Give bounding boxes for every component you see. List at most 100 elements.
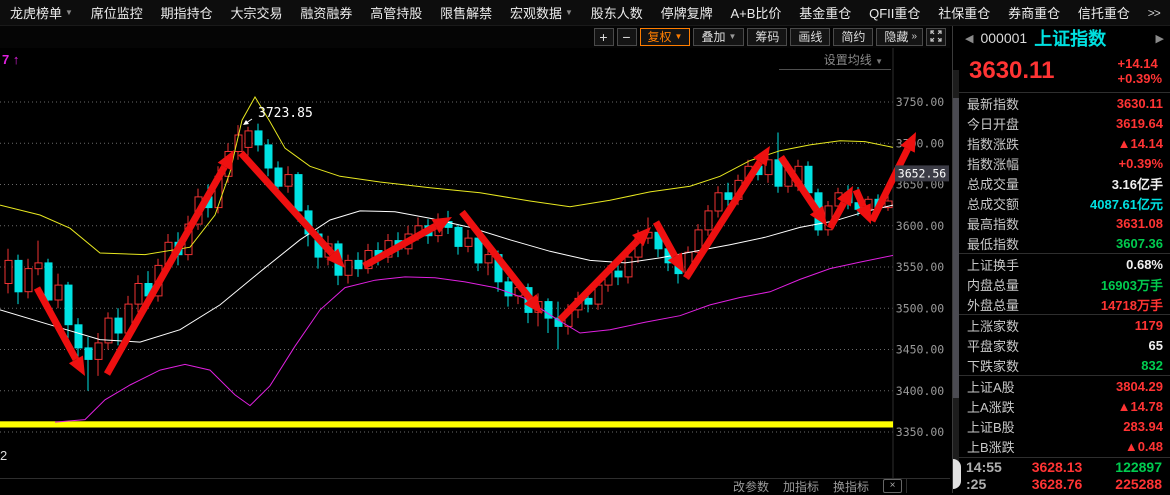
indicator-bottom-bar: 改参数 加指标 换指标 × <box>0 478 950 494</box>
quote-panel: ◀ 000001 上证指数 ▶ 3630.11 +14.14 +0.39% 最新… <box>952 26 1170 493</box>
toolbar-button-draw-line[interactable]: 画线 <box>790 28 831 46</box>
quote-row-value: 1179 <box>1134 317 1163 333</box>
toolbar-button-label: + <box>599 29 608 45</box>
menu-item-8[interactable]: 宏观数据 ▼ <box>510 3 573 22</box>
menu-item-5[interactable]: 融资融券 <box>300 3 352 22</box>
tick-volume: 225288 <box>1115 475 1162 492</box>
menu-item-15[interactable]: 券商重仓 <box>1008 3 1060 22</box>
toolbar-button-label: 简约 <box>841 30 866 44</box>
ma-settings-dropdown[interactable]: 设置均线 ▼ <box>779 50 891 70</box>
svg-text:3450.00: 3450.00 <box>896 343 945 357</box>
quote-row-value: 16903万手 <box>1100 277 1163 293</box>
svg-text:3350.00: 3350.00 <box>896 425 945 439</box>
candlestick-chart-canvas[interactable]: 3750.003700.003650.003600.003550.003500.… <box>0 0 950 493</box>
quote-row-value: 3630.11 <box>1116 95 1163 111</box>
menu-overflow-button[interactable]: >> <box>1147 5 1161 20</box>
menu-item-label: 大宗交易 <box>230 6 283 21</box>
high-price-annotation: 3723.85 <box>243 106 313 125</box>
prev-stock-arrow[interactable]: ◀ <box>965 32 974 45</box>
next-stock-arrow[interactable]: ▶ <box>1155 32 1164 45</box>
menu-item-11[interactable]: A+B比价 <box>730 3 781 22</box>
quote-row-value: ▲14.14 <box>1117 135 1163 151</box>
menu-item-2[interactable]: 席位监控 <box>91 3 143 22</box>
menu-item-label: 信托重仓 <box>1077 6 1130 21</box>
menu-item-label: 高管持股 <box>370 6 423 21</box>
quote-row-5: 总成交量 3.16亿手 <box>953 173 1170 193</box>
toolbar-button-zoom-in[interactable]: + <box>593 28 614 46</box>
tick-time: 14:55 <box>966 458 1002 475</box>
panel-scrollbar[interactable] <box>953 70 959 484</box>
quote-row-6: 总成交额 4087.61亿元 <box>953 193 1170 213</box>
trend-arrows-layer[interactable] <box>33 132 916 376</box>
menu-item-6[interactable]: 高管持股 <box>370 3 422 22</box>
menu-item-label: 宏观数据 <box>509 6 562 21</box>
svg-text:3500.00: 3500.00 <box>896 301 945 315</box>
quote-row-3: 指数涨跌 ▲14.14 <box>953 133 1170 153</box>
chevron-down-icon: ▼ <box>674 32 683 41</box>
svg-text:3400.00: 3400.00 <box>896 384 945 398</box>
ma-settings-label: 设置均线 <box>823 53 872 67</box>
menu-item-label: 股东人数 <box>590 6 643 21</box>
bottom-bar-change-params[interactable]: 改参数 <box>732 479 769 494</box>
menu-item-label: 席位监控 <box>90 6 143 21</box>
bottom-bar-add-indicator[interactable]: 加指标 <box>782 479 819 494</box>
quote-row-label: 上B涨跌 <box>967 439 1015 455</box>
quote-row-label: 外盘总量 <box>967 297 1020 313</box>
quote-row-4: 指数涨幅 +0.39% <box>953 153 1170 173</box>
menu-item-label: 社保重仓 <box>938 6 991 21</box>
scrollbar-thumb[interactable] <box>953 98 959 398</box>
last-price-marker: 3652.56 <box>895 165 949 182</box>
menu-item-label: A+B比价 <box>730 6 782 21</box>
menu-item-label: 期指持仓 <box>160 6 213 21</box>
quote-row-value: 65 <box>1148 337 1163 353</box>
bottom-bar-switch-indicator[interactable]: 换指标 <box>832 479 869 494</box>
menu-item-1[interactable]: 龙虎榜单 ▼ <box>10 3 73 22</box>
chevron-down-icon: ▼ <box>728 32 737 41</box>
quote-row-label: 上证B股 <box>967 419 1015 435</box>
menu-item-label: 停牌复牌 <box>660 6 713 21</box>
toolbar-button-simple[interactable]: 简约 <box>833 28 874 46</box>
expand-fullscreen-button[interactable] <box>926 28 946 46</box>
menu-item-7[interactable]: 限售解禁 <box>440 3 492 22</box>
menu-item-14[interactable]: 社保重仓 <box>938 3 990 22</box>
menu-item-16[interactable]: 信托重仓 <box>1078 3 1130 22</box>
quote-row-label: 最高指数 <box>967 216 1020 232</box>
quote-row-13: 平盘家数 65 <box>953 335 1170 355</box>
toolbar-button-zoom-out[interactable]: − <box>616 28 637 46</box>
toolbar-button-hide[interactable]: 隐藏» <box>876 28 923 46</box>
menu-item-label: 融资融券 <box>300 6 353 21</box>
quote-row-value: ▲0.48 <box>1124 438 1163 454</box>
svg-text:3550.00: 3550.00 <box>896 260 945 274</box>
top-menu-bar: 龙虎榜单 ▼ 席位监控 期指持仓 大宗交易 融资融券 高管持股 限售解禁 宏观数据 ▼ 股东人数 停牌… <box>0 0 1170 26</box>
toolbar-button-chips[interactable]: 筹码 <box>747 28 788 46</box>
menu-item-10[interactable]: 停牌复牌 <box>661 3 713 22</box>
menu-item-label: 龙虎榜单 <box>10 6 63 21</box>
quote-row-17: 上证B股 283.94 <box>953 416 1170 436</box>
quote-row-16: 上A涨跌 ▲14.78 <box>953 396 1170 416</box>
grid-layer: 3750.003700.003650.003600.003550.003500.… <box>0 48 944 478</box>
double-arrow-icon: » <box>911 31 916 42</box>
menu-item-4[interactable]: 大宗交易 <box>231 3 283 22</box>
menu-item-9[interactable]: 股东人数 <box>591 3 643 22</box>
menu-item-12[interactable]: 基金重仓 <box>799 3 851 22</box>
bollinger-bands-layer <box>0 96 894 423</box>
support-band[interactable] <box>0 421 893 428</box>
quote-row-7: 最高指数 3631.08 <box>953 213 1170 233</box>
truncated-label: 2 <box>0 448 8 463</box>
stock-name: 上证指数 <box>1034 29 1107 49</box>
quote-row-value: 832 <box>1141 357 1163 373</box>
tick-price: 3628.13 <box>1031 458 1083 475</box>
toolbar-button-fuquan[interactable]: 复权 ▼ <box>639 28 691 46</box>
panel-collapse-handle[interactable] <box>953 459 961 489</box>
quote-row-value: +0.39% <box>1118 155 1163 171</box>
close-indicator-button[interactable]: × <box>883 479 902 493</box>
toolbar-button-label: 复权 <box>647 30 672 44</box>
menu-item-3[interactable]: 期指持仓 <box>161 3 213 22</box>
menu-item-13[interactable]: QFII重仓 <box>869 3 920 22</box>
toolbar-button-overlay[interactable]: 叠加 ▼ <box>693 28 745 46</box>
quote-row-value: 3.16亿手 <box>1111 176 1163 192</box>
quote-row-10: 内盘总量 16903万手 <box>953 274 1170 294</box>
price-change-block: +14.14 +0.39% <box>1118 56 1162 86</box>
lower-band <box>54 254 894 423</box>
tick-time: :25 <box>966 475 987 492</box>
